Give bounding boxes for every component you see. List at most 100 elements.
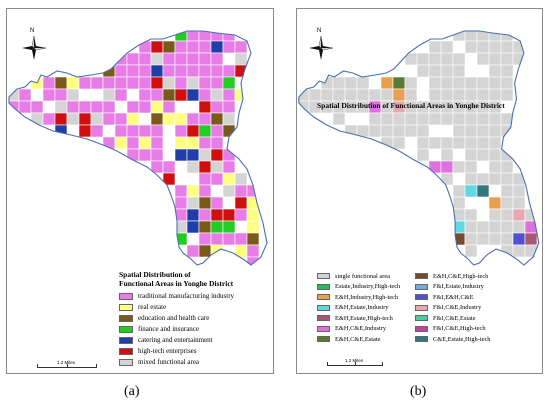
grid-cell (42, 112, 56, 126)
grid-cell (440, 40, 454, 54)
legend-swatch (415, 294, 428, 300)
scale-bar: 1.2 Miles (327, 358, 383, 369)
legend-swatch (119, 325, 133, 333)
grid-cell (452, 88, 466, 102)
grid-cell (210, 160, 224, 174)
grid-cell (150, 88, 164, 102)
grid-cell (138, 124, 152, 138)
grid-cell (150, 64, 164, 78)
grid-cell (332, 76, 346, 90)
grid-cell (114, 124, 128, 138)
grid-cell (162, 88, 176, 102)
grid-cell (380, 76, 394, 90)
grid-cell (42, 76, 56, 90)
grid-cell (476, 88, 490, 102)
legend-item: catering and entertainment (119, 335, 213, 345)
grid-cell (114, 88, 128, 102)
legend-label: F&I,C&E,Estate (433, 314, 476, 322)
grid-cell (186, 136, 200, 150)
grid-cell (126, 124, 140, 138)
grid-cell (416, 148, 430, 162)
grid-cell (488, 124, 502, 138)
grid-cell (90, 124, 104, 138)
legend-label: catering and entertainment (138, 336, 213, 344)
grid-cell (440, 160, 454, 174)
grid-cell (416, 136, 430, 150)
grid-cell (416, 52, 430, 66)
grid-cell (198, 160, 212, 174)
grid-cell (488, 136, 502, 150)
grid-cell (476, 184, 490, 198)
grid-cell (452, 160, 466, 174)
caption-a: (a) (124, 384, 140, 399)
grid-cell (66, 100, 80, 114)
grid-cell (464, 172, 478, 186)
north-arrow-icon: N (308, 28, 334, 63)
grid-cell (440, 52, 454, 66)
grid-cell (452, 76, 466, 90)
grid-cell (392, 76, 406, 90)
grid-cell (416, 124, 430, 138)
grid-cell (126, 100, 140, 114)
legend-item: real estate (119, 302, 166, 312)
grid-cell (428, 88, 442, 102)
grid-cell (198, 244, 212, 258)
legend-item: finance and insurance (119, 324, 199, 334)
grid-cell (198, 124, 212, 138)
grid-cell (30, 100, 44, 114)
grid-cell (210, 124, 224, 138)
legend-label: F&I,E&H,C&E (433, 293, 474, 301)
grid-cell (368, 88, 382, 102)
grid-cell (102, 76, 116, 90)
grid-cell (210, 196, 224, 210)
grid-cell (138, 76, 152, 90)
grid-cell (512, 184, 526, 198)
legend-item: high-tech enterprises (119, 346, 197, 356)
grid-cell (138, 88, 152, 102)
legend-label: mixed functional area (138, 358, 200, 366)
grid-cell (392, 124, 406, 138)
grid-cell (440, 88, 454, 102)
legend-label: finance and insurance (138, 325, 200, 333)
legend-item: E&H,Industry,High-tech (317, 292, 398, 302)
grid-cell (54, 76, 68, 90)
grid-cell (174, 112, 188, 126)
grid-cell (488, 160, 502, 174)
grid-cell (488, 220, 502, 234)
legend-item: E&H,Estate,Industry (317, 303, 389, 313)
grid-cell (488, 76, 502, 90)
grid-cell (222, 172, 236, 186)
legend-swatch (415, 273, 428, 279)
grid-cell (42, 88, 56, 102)
grid-cell (476, 112, 490, 126)
grid-cell (428, 40, 442, 54)
north-arrow-icon: N (21, 28, 47, 63)
legend-item: F&I,E&H,C&E (415, 292, 473, 302)
grid-cell (464, 76, 478, 90)
grid-cell (174, 184, 188, 198)
legend-label: E&H,Estate,Industry (335, 304, 389, 311)
legend-title: Spatial Distribution of Functional Areas… (119, 270, 233, 288)
grid-cell (174, 40, 188, 54)
grid-cell (198, 196, 212, 210)
legend-item: F&I,Estate,Industry (415, 282, 484, 292)
grid-cell (198, 52, 212, 66)
grid-cell (126, 64, 140, 78)
grid-cell (404, 88, 418, 102)
grid-cell (198, 220, 212, 234)
grid-cell (78, 76, 92, 90)
legend-label: E&H,C&E,Industry (335, 325, 387, 332)
grid-cell (210, 76, 224, 90)
grid-cell (66, 76, 80, 90)
grid-cell (234, 52, 248, 66)
grid-cell (476, 220, 490, 234)
legend-label: real estate (138, 303, 167, 311)
grid-cell (380, 88, 394, 102)
grid-cell (210, 40, 224, 54)
grid-cell (54, 100, 68, 114)
grid-cell (210, 100, 224, 114)
grid-cell (488, 64, 502, 78)
legend-item: E&H,C&E,High-tech (415, 271, 488, 281)
grid-cell (500, 172, 514, 186)
grid-cell (452, 184, 466, 198)
